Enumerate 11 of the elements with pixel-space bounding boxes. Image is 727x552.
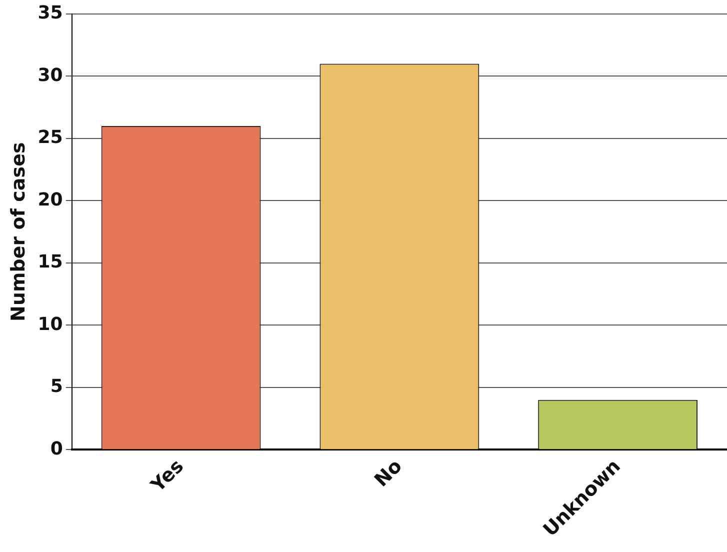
y-axis-title: Number of cases <box>7 142 30 322</box>
y-tick-label: 35 <box>38 2 63 24</box>
y-tick-label: 0 <box>50 438 63 460</box>
y-tick-label: 10 <box>38 314 63 335</box>
y-tick-label: 20 <box>38 189 63 210</box>
x-tick-label: No <box>370 455 406 492</box>
y-tick-label: 15 <box>38 252 63 273</box>
y-tick-label: 30 <box>38 64 63 86</box>
y-tick-label: 25 <box>38 127 63 148</box>
x-tick-label: Yes <box>146 455 188 498</box>
y-tick-label: 5 <box>50 376 63 398</box>
